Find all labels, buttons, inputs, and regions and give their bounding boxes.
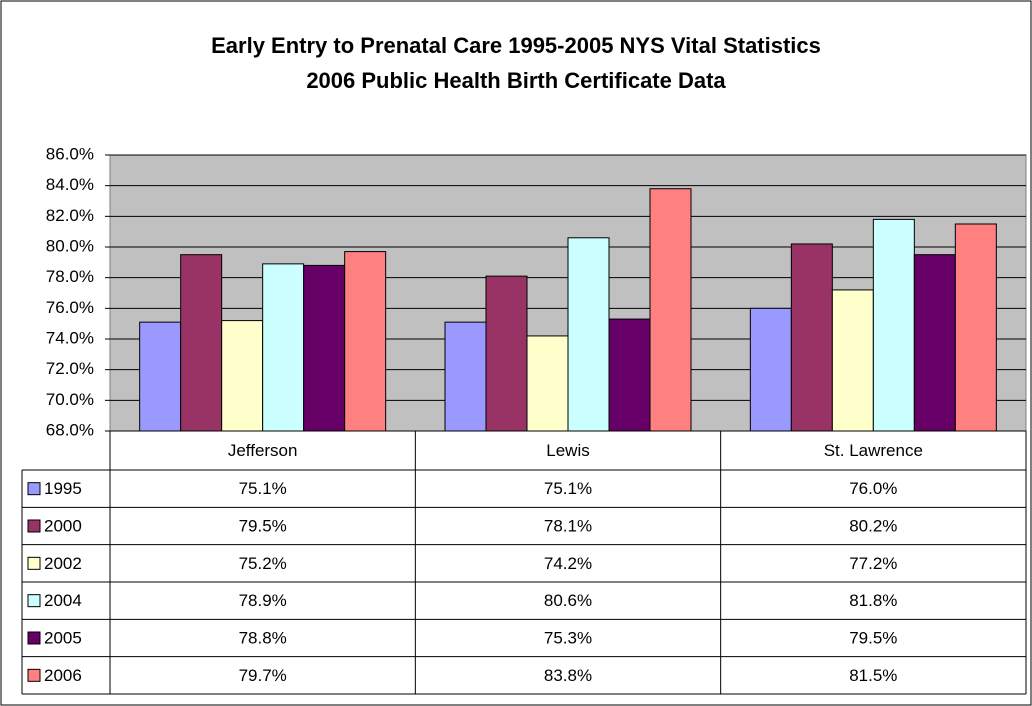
legend-label: 2002 (44, 554, 82, 573)
data-label: 76.0% (849, 479, 897, 498)
bar (831, 289, 874, 432)
bar (749, 307, 792, 432)
legend-label: 2006 (44, 666, 82, 685)
y-tick-label: 78.0% (46, 267, 94, 286)
bar (790, 243, 833, 432)
y-tick-label: 82.0% (46, 206, 94, 225)
data-label: 79.7% (239, 666, 287, 685)
bar (954, 223, 997, 432)
legend-key (27, 519, 41, 533)
bar (485, 275, 528, 432)
bar (444, 321, 487, 432)
y-tick-label: 80.0% (46, 236, 94, 255)
y-tick-label: 74.0% (46, 328, 94, 347)
x-tick-label: Jefferson (228, 441, 298, 460)
y-tick-label: 72.0% (46, 359, 94, 378)
y-tick-label: 84.0% (46, 175, 94, 194)
legend-label: 2000 (44, 516, 82, 535)
bar (303, 264, 346, 432)
data-label: 81.5% (849, 666, 897, 685)
legend-label: 2004 (44, 591, 82, 610)
legend-key (27, 556, 41, 570)
legend-label: 2005 (44, 628, 82, 647)
data-label: 77.2% (849, 554, 897, 573)
bar (567, 237, 610, 432)
bar (344, 251, 387, 432)
data-label: 83.8% (544, 666, 592, 685)
y-tick-label: 70.0% (46, 390, 94, 409)
chart-subtitle: 2006 Public Health Birth Certificate Dat… (306, 68, 726, 93)
bar (526, 335, 569, 432)
data-label: 79.5% (849, 628, 897, 647)
data-label: 75.2% (239, 554, 287, 573)
data-label: 80.6% (544, 591, 592, 610)
bar (180, 254, 223, 432)
legend-key (27, 594, 41, 608)
y-tick-label: 68.0% (46, 420, 94, 439)
bar (913, 254, 956, 432)
bar (139, 321, 182, 432)
legend-key (27, 482, 41, 496)
chart-title: Early Entry to Prenatal Care 1995-2005 N… (211, 33, 821, 58)
x-tick-label: St. Lawrence (824, 441, 923, 460)
bar (649, 188, 692, 432)
data-label: 75.3% (544, 628, 592, 647)
bar (221, 320, 264, 432)
data-label: 81.8% (849, 591, 897, 610)
y-tick-label: 76.0% (46, 298, 94, 317)
data-label: 74.2% (544, 554, 592, 573)
data-label: 79.5% (239, 516, 287, 535)
data-label: 75.1% (239, 479, 287, 498)
data-label: 78.1% (544, 516, 592, 535)
data-label: 75.1% (544, 479, 592, 498)
bar (262, 263, 305, 432)
legend-label: 1995 (44, 479, 82, 498)
bar (872, 218, 915, 432)
data-label: 80.2% (849, 516, 897, 535)
legend-key (27, 631, 41, 645)
y-tick-label: 86.0% (46, 144, 94, 163)
data-label: 78.9% (239, 591, 287, 610)
x-tick-label: Lewis (546, 441, 589, 460)
data-label: 78.8% (239, 628, 287, 647)
bar (608, 318, 651, 432)
legend-key (27, 668, 41, 682)
